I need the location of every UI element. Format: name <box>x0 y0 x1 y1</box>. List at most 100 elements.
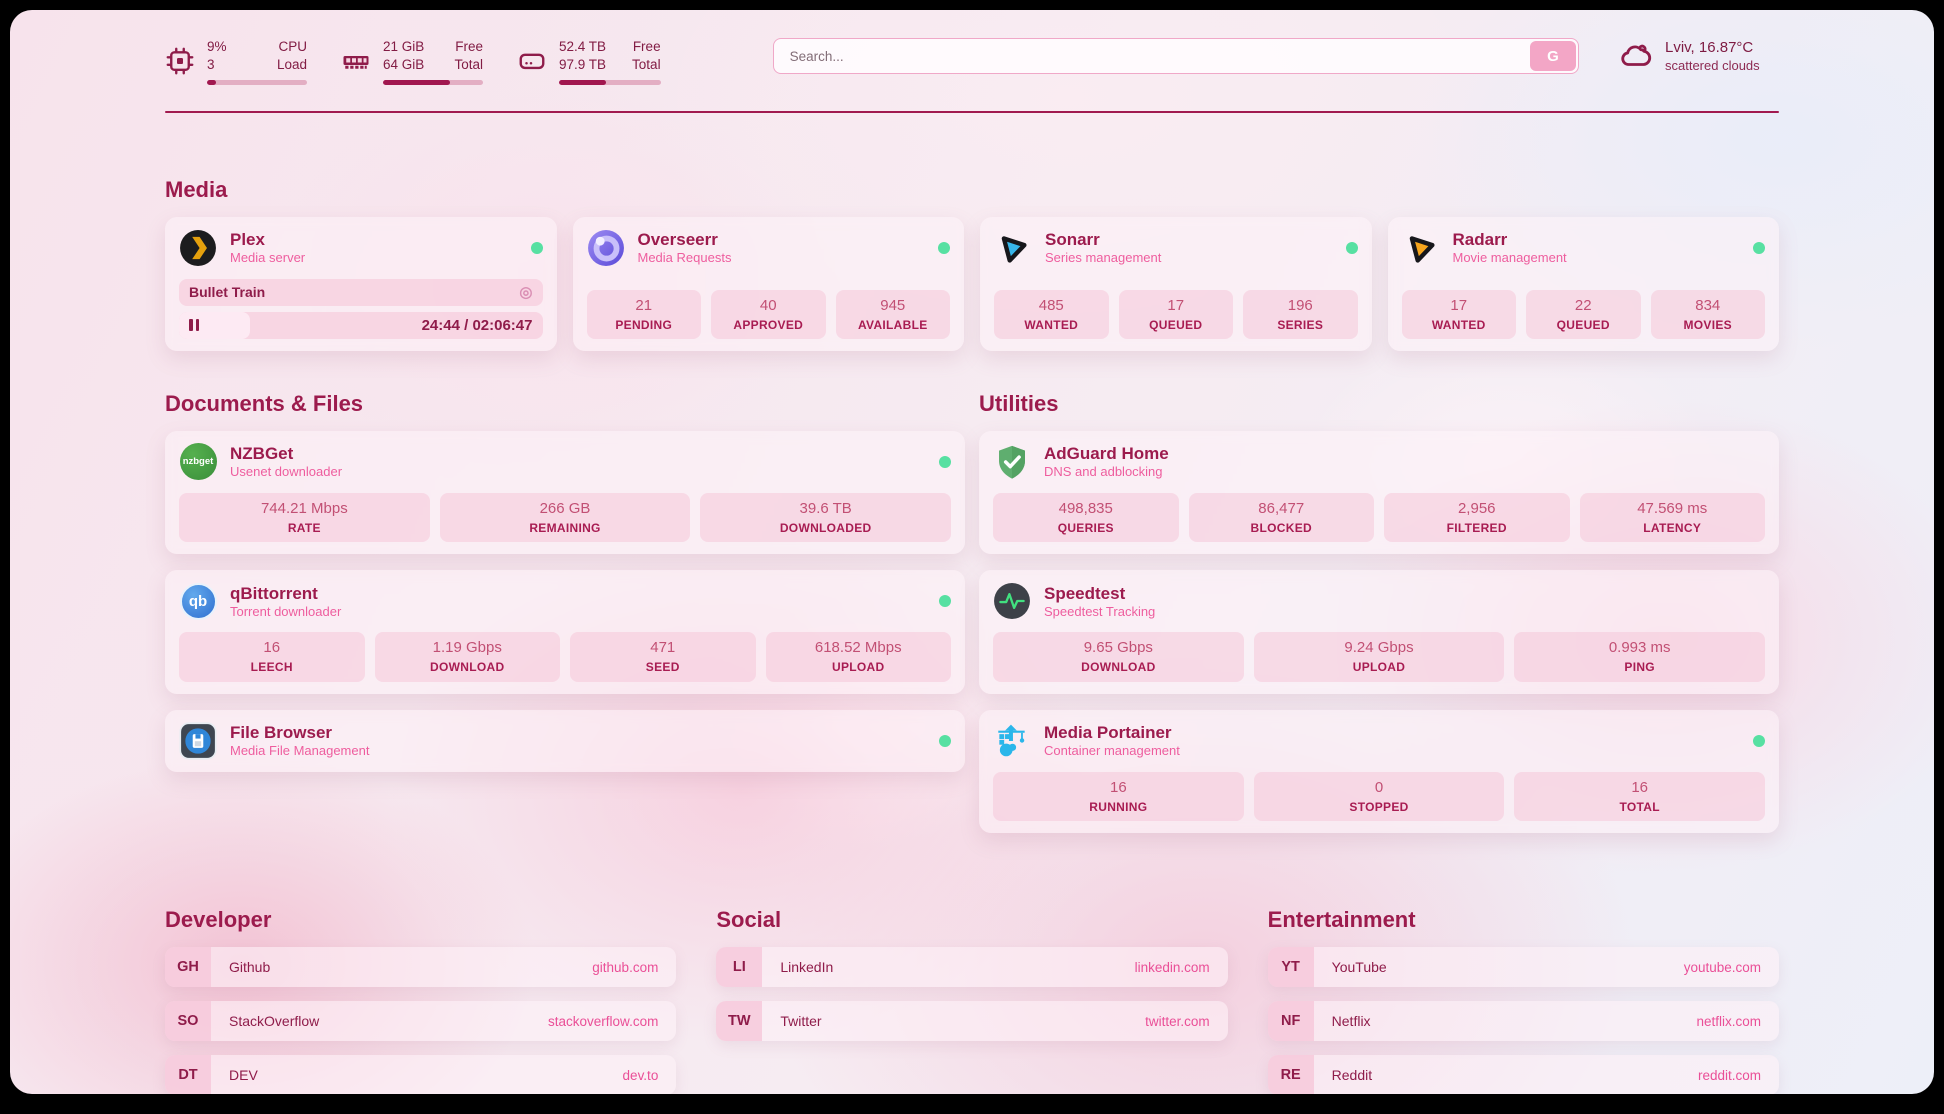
bookmark-dev[interactable]: DT DEV dev.to <box>165 1055 677 1094</box>
stat-value: 744.21 Mbps <box>260 499 348 517</box>
weather-widget[interactable]: Lviv, 16.87°C scattered clouds <box>1619 38 1779 74</box>
sonarr-icon <box>994 229 1032 267</box>
stat-value: 834 <box>1695 296 1721 314</box>
ram-icon <box>341 46 371 76</box>
speedtest-icon <box>993 582 1031 620</box>
bookmark-name: YouTube <box>1331 959 1387 976</box>
stat-label: DOWNLOAD <box>1081 660 1156 675</box>
stat-value: 40 <box>759 296 777 314</box>
ram-values: 21 GiB 64 GiB <box>383 38 424 74</box>
stat-wanted: 485 WANTED <box>994 289 1109 339</box>
status-dot <box>939 734 951 747</box>
bookmark-twitter[interactable]: TW Twitter twitter.com <box>716 1001 1228 1042</box>
app-card-radarr[interactable]: Radarr Movie management 17 WANTED 22 QUEUED 83… <box>1387 216 1779 351</box>
stat-value: 16 <box>1631 778 1649 796</box>
search-input[interactable] <box>772 38 1579 74</box>
bookmark-abbrev: YT <box>1267 947 1314 988</box>
seek-bar[interactable]: 24:44 / 02:06:47 <box>179 311 543 339</box>
stat-latency: 47.569 ms LATENCY <box>1579 492 1765 543</box>
cpu-value-2: 3 <box>207 57 215 73</box>
app-card-adguard[interactable]: AdGuard Home DNS and adblocking 498,835 QUE… <box>979 430 1779 555</box>
stat-label: TOTAL <box>1619 799 1660 814</box>
bookmark-stackoverflow[interactable]: SO StackOverflow stackoverflow.com <box>165 1001 677 1042</box>
app-card-nzbget[interactable]: nzbget NZBGet Usenet downloader 744.21 Mbps… <box>165 430 965 555</box>
app-title: Plex <box>230 230 265 250</box>
bookmark-name: Reddit <box>1331 1067 1373 1084</box>
stat-value: 266 GB <box>539 499 591 517</box>
app-title: Speedtest <box>1044 583 1126 603</box>
stat-running: 16 RUNNING <box>993 771 1244 822</box>
bookmark-youtube[interactable]: YT YouTube youtube.com <box>1267 947 1779 988</box>
stat-label: MOVIES <box>1683 317 1732 332</box>
bookmark-github[interactable]: GH Github github.com <box>165 947 677 988</box>
stat-queries: 498,835 QUERIES <box>993 492 1179 543</box>
stat-label: SEED <box>645 660 680 675</box>
cpu-values: 9% 3 <box>207 38 227 74</box>
stat-download: 9.65 Gbps DOWNLOAD <box>993 632 1244 682</box>
status-dot <box>1345 241 1358 254</box>
stat-total: 16 TOTAL <box>1514 771 1766 822</box>
stat-filtered: 2,956 FILTERED <box>1384 492 1570 543</box>
pause-button[interactable] <box>189 319 199 332</box>
bookmark-url: netflix.com <box>1696 1013 1761 1029</box>
app-card-head: Overseerr Media Requests <box>587 229 950 267</box>
stat-movies: 834 MOVIES <box>1650 289 1765 339</box>
section-title-entertainment: Entertainment <box>1267 907 1416 933</box>
app-card-qbittorrent[interactable]: qb qBittorrent Torrent downloader 16 LEECH 1.… <box>165 570 965 694</box>
stat-label: LATENCY <box>1643 520 1702 535</box>
cpu-monitor: 9% 3 CPU Load <box>165 38 307 85</box>
app-subtitle: DNS and adblocking <box>1044 464 1163 480</box>
app-card-head: AdGuard Home DNS and adblocking <box>993 443 1765 481</box>
bookmark-sections: Developer GH Github github.com SO StackOverfl… <box>165 907 1779 1094</box>
radarr-icon <box>1402 229 1440 267</box>
app-card-sonarr[interactable]: Sonarr Series management 485 WANTED 17 QUEUED… <box>980 216 1372 351</box>
app-titles: Media Portainer Container management <box>1044 722 1180 760</box>
search-engine-button[interactable]: G <box>1530 41 1576 71</box>
app-card-plex[interactable]: Plex Media server Bullet Train ◎ 24:44 / 02:… <box>165 216 557 351</box>
app-subtitle: Media server <box>230 250 306 266</box>
bookmark-abbrev: TW <box>716 1001 763 1042</box>
bookmark-linkedin[interactable]: LI LinkedIn linkedin.com <box>716 947 1228 988</box>
stat-value: 471 <box>650 639 676 657</box>
overseerr-icon <box>587 229 625 267</box>
app-card-overseerr[interactable]: Overseerr Media Requests 21 PENDING 40 APPROV… <box>572 216 964 351</box>
app-subtitle: Speedtest Tracking <box>1044 603 1156 619</box>
ram-value-1: 21 GiB <box>383 39 425 54</box>
status-dot <box>939 455 951 468</box>
bookmark-abbrev: SO <box>165 1001 211 1042</box>
app-card-speedtest[interactable]: Speedtest Speedtest Tracking 9.65 Gbps DOWN… <box>979 570 1779 694</box>
stat-value: 1.19 Gbps <box>432 639 502 657</box>
now-playing-bar: Bullet Train ◎ <box>179 278 543 306</box>
resource-monitors: 9% 3 CPU Load 21 GiB 64 GiB Free Total 52.4 TB 97… <box>165 38 661 85</box>
ram-labels: Free Total <box>454 38 483 74</box>
app-card-portainer[interactable]: Media Portainer Container management 16 RUN… <box>979 709 1779 834</box>
bookmark-netflix[interactable]: NF Netflix netflix.com <box>1267 1001 1779 1042</box>
app-subtitle: Movie management <box>1452 250 1567 266</box>
bookmark-abbrev: DT <box>165 1055 211 1094</box>
stat-label: QUEUED <box>1149 317 1203 332</box>
disk-usage-bar <box>559 80 661 85</box>
bookmark-abbrev: LI <box>716 947 763 988</box>
bookmark-reddit[interactable]: RE Reddit reddit.com <box>1267 1055 1779 1094</box>
stat-ping: 0.993 ms PING <box>1514 632 1766 682</box>
app-title: Media Portainer <box>1044 722 1172 742</box>
app-subtitle: Media Requests <box>637 250 732 266</box>
header-divider <box>165 110 1779 113</box>
app-card-filebrowser[interactable]: File Browser Media File Management <box>165 709 965 772</box>
app-title: Sonarr <box>1045 230 1100 250</box>
app-title: NZBGet <box>230 444 294 464</box>
bookmark-column-entertainment: Entertainment YT YouTube youtube.com NF Netfl… <box>1267 907 1779 1094</box>
stat-label: SERIES <box>1277 317 1324 332</box>
ram-value-2: 64 GiB <box>383 57 425 73</box>
stat-pending: 21 PENDING <box>586 289 701 339</box>
cpu-label-2: Load <box>276 57 307 73</box>
section-title-documents-files: Documents & Files <box>165 390 364 416</box>
stat-value: 2,956 <box>1457 499 1496 517</box>
ram-monitor: 21 GiB 64 GiB Free Total <box>341 38 483 85</box>
app-card-head: nzbget NZBGet Usenet downloader <box>179 443 951 481</box>
bookmark-name: Github <box>229 959 271 976</box>
app-card-head: Plex Media server <box>179 229 543 267</box>
bookmark-url: linkedin.com <box>1134 959 1210 975</box>
stats-row: 498,835 QUERIES 86,477 BLOCKED 2,956 FILTERED… <box>993 481 1765 543</box>
stat-value: 618.52 Mbps <box>814 639 902 657</box>
